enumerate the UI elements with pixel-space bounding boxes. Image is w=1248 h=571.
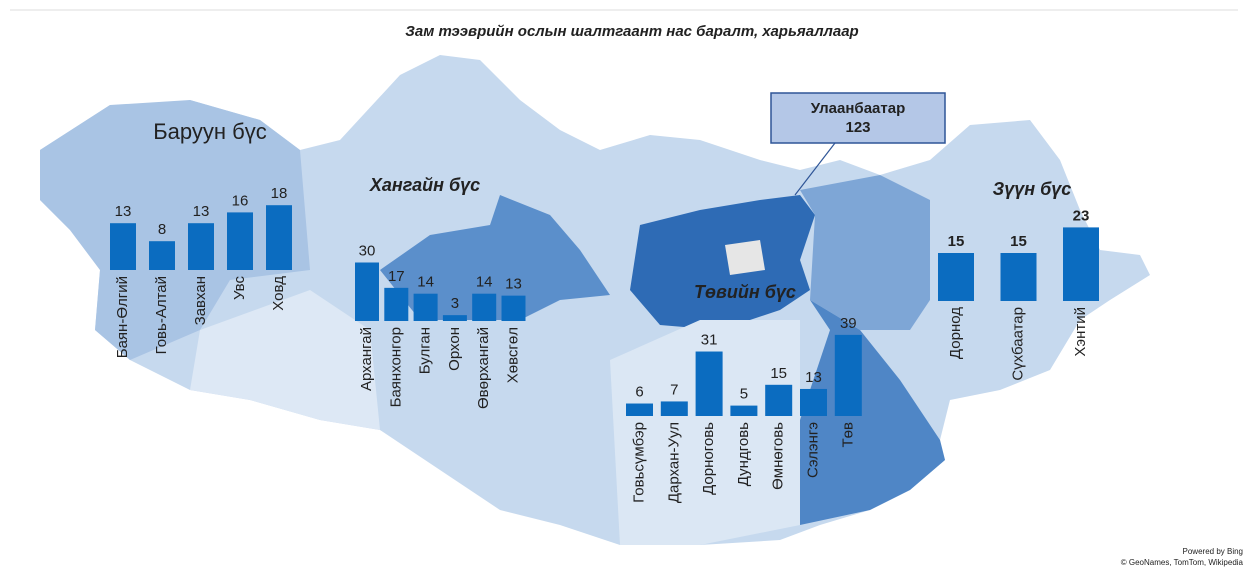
credit: © GeoNames, TomTom, Wikipedia xyxy=(1121,558,1244,567)
credit: Powered by Bing xyxy=(1183,547,1243,556)
value-label: 31 xyxy=(701,331,718,348)
callout-pointer xyxy=(794,142,836,196)
value-label: 14 xyxy=(417,274,434,291)
category-label: Баян-Өлгий xyxy=(114,276,131,358)
value-label: 6 xyxy=(635,383,643,400)
category-label: Хэнтий xyxy=(1072,307,1089,357)
value-label: 13 xyxy=(193,203,210,220)
bar xyxy=(355,262,379,321)
bar xyxy=(765,384,793,416)
region-name: Төвийн бүс xyxy=(694,282,796,302)
value-label: 13 xyxy=(805,369,822,386)
value-label: 13 xyxy=(115,203,132,220)
ulaanbaatar-shape xyxy=(725,240,765,275)
category-label: Завхан xyxy=(192,276,209,325)
value-label: 30 xyxy=(359,242,376,259)
bar xyxy=(227,212,253,270)
bar xyxy=(149,241,175,270)
value-label: 5 xyxy=(740,386,748,403)
value-label: 15 xyxy=(1010,233,1027,250)
value-label: 23 xyxy=(1073,207,1090,224)
dundgovi-shade xyxy=(610,320,800,545)
region-name: Баруун бүс xyxy=(153,119,267,144)
category-label: Хөвсгөл xyxy=(504,327,521,383)
callout-name: Улаанбаатар xyxy=(811,100,905,117)
category-label: Дархан-Уул xyxy=(665,422,682,503)
category-label: Булган xyxy=(417,327,434,374)
western-shade xyxy=(40,100,310,360)
bar xyxy=(626,403,653,416)
bar xyxy=(110,223,136,270)
category-label: Увс xyxy=(231,276,248,300)
category-label: Өмнөговь xyxy=(770,422,787,490)
value-label: 13 xyxy=(505,276,522,293)
value-label: 18 xyxy=(271,185,288,202)
gobi-shade xyxy=(190,290,380,430)
callout-box xyxy=(770,92,946,144)
bar xyxy=(660,401,688,416)
bar xyxy=(800,388,827,416)
category-label: Ховд xyxy=(270,276,287,311)
category-label: Сүхбаатар xyxy=(1009,307,1026,381)
bar xyxy=(266,205,292,270)
khentii-shade xyxy=(800,175,930,330)
category-label: Төв xyxy=(839,422,856,448)
bar xyxy=(442,315,467,321)
category-label: Сэлэнгэ xyxy=(804,422,821,478)
callout-value: 123 xyxy=(845,119,870,136)
category-label: Архангай xyxy=(358,327,375,391)
region-name: Зүүн бүс xyxy=(993,179,1072,199)
tov-shade xyxy=(630,195,815,330)
bar xyxy=(834,334,862,416)
bar xyxy=(938,253,974,301)
bar xyxy=(730,405,758,416)
value-label: 14 xyxy=(476,274,493,291)
bar xyxy=(695,351,723,416)
arkhangai-shade xyxy=(380,195,610,320)
value-label: 8 xyxy=(158,221,166,238)
category-label: Дорнод xyxy=(947,307,964,359)
value-label: 16 xyxy=(232,192,249,209)
bar xyxy=(472,293,497,321)
region-name: Хангайн бүс xyxy=(369,175,480,195)
value-label: 15 xyxy=(770,365,787,382)
value-label: 17 xyxy=(388,268,405,285)
category-label: Баянхонгор xyxy=(387,327,404,407)
bar xyxy=(188,223,214,270)
value-label: 3 xyxy=(451,295,459,312)
category-label: Орхон xyxy=(446,327,463,371)
category-label: Дорноговь xyxy=(700,422,717,495)
value-label: 7 xyxy=(670,381,678,398)
value-label: 39 xyxy=(840,315,857,332)
value-label: 15 xyxy=(948,233,965,250)
bar xyxy=(384,287,409,321)
bar xyxy=(413,293,438,321)
category-label: Дундговь xyxy=(735,422,752,486)
category-label: Говьсүмбэр xyxy=(630,422,647,503)
category-label: Өвөрхангай xyxy=(475,327,492,409)
bar xyxy=(1063,227,1099,301)
bar xyxy=(501,295,526,321)
title: Зам тээврийн ослын шалтгаант нас баралт,… xyxy=(405,23,858,40)
map-shapes xyxy=(40,55,1150,545)
bar xyxy=(1000,253,1037,301)
category-label: Говь-Алтай xyxy=(153,276,170,354)
